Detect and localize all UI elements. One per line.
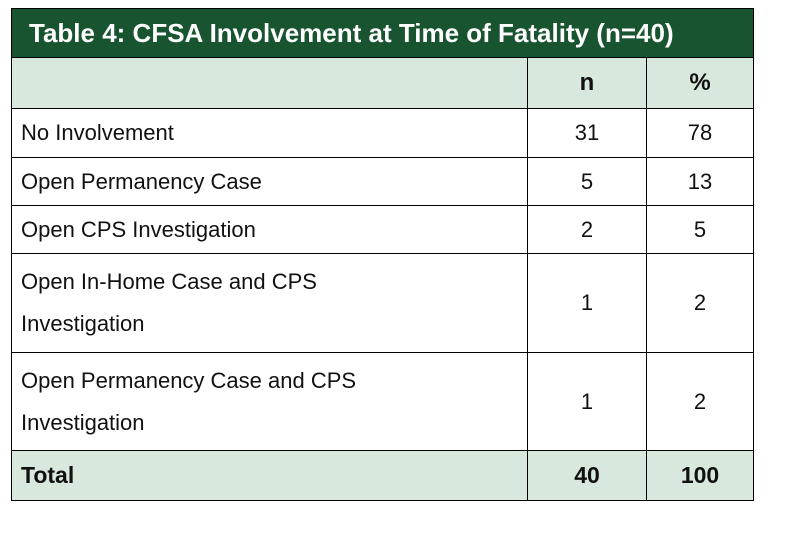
row-label: No Involvement xyxy=(11,108,528,158)
column-header-n: n xyxy=(527,57,647,109)
table-row: Open Permanency Case and CPS Investigati… xyxy=(11,352,755,451)
table-row: Open In-Home Case and CPS Investigation … xyxy=(11,253,755,353)
row-pct-value: 5 xyxy=(645,205,755,254)
column-header-pct: % xyxy=(645,57,755,109)
row-n-value: 1 xyxy=(527,253,647,353)
table-row: Open Permanency Case 5 13 xyxy=(11,157,755,206)
row-n-value: 31 xyxy=(527,108,647,158)
row-n-value: 2 xyxy=(527,205,647,254)
column-header-label xyxy=(11,57,528,109)
column-header-row: n % xyxy=(11,57,755,109)
table-title-row: Table 4: CFSA Involvement at Time of Fat… xyxy=(10,8,755,58)
row-label: Open Permanency Case xyxy=(11,157,528,206)
row-pct-value: 13 xyxy=(645,157,755,206)
total-label: Total xyxy=(11,450,528,501)
row-pct-value: 2 xyxy=(645,253,755,353)
total-n-value: 40 xyxy=(527,450,647,501)
row-n-value: 5 xyxy=(527,157,647,206)
row-pct-value: 78 xyxy=(645,108,755,158)
row-label: Open In-Home Case and CPS Investigation xyxy=(11,253,528,353)
fatality-table-container: Table 4: CFSA Involvement at Time of Fat… xyxy=(10,8,755,501)
table-row: Open CPS Investigation 2 5 xyxy=(11,205,755,254)
total-row: Total 40 100 xyxy=(11,450,755,501)
cfsa-involvement-table: Table 4: CFSA Involvement at Time of Fat… xyxy=(10,8,755,501)
row-label: Open Permanency Case and CPS Investigati… xyxy=(11,352,528,451)
row-label: Open CPS Investigation xyxy=(11,205,528,254)
table-row: No Involvement 31 78 xyxy=(11,108,755,158)
row-pct-value: 2 xyxy=(645,352,755,451)
table-title: Table 4: CFSA Involvement at Time of Fat… xyxy=(10,8,755,58)
total-pct-value: 100 xyxy=(645,450,755,501)
row-n-value: 1 xyxy=(527,352,647,451)
